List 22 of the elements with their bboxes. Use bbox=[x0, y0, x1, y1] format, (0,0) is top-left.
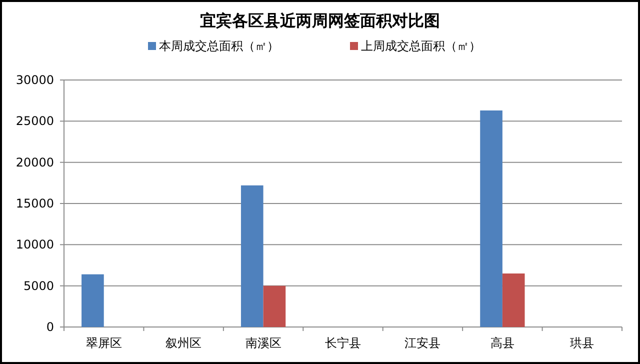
bar bbox=[82, 274, 104, 327]
x-tick-label: 叙州区 bbox=[166, 336, 202, 350]
x-tick-label: 翠屏区 bbox=[86, 336, 122, 350]
bar bbox=[240, 185, 264, 327]
y-tick-label: 10000 bbox=[16, 238, 54, 252]
bar bbox=[263, 286, 286, 327]
bar bbox=[502, 273, 525, 327]
y-tick-label: 0 bbox=[46, 320, 54, 334]
legend-label: 本周成交总面积（㎡） bbox=[159, 39, 279, 53]
y-tick-label: 30000 bbox=[16, 73, 54, 87]
x-tick-label: 高县 bbox=[490, 336, 514, 350]
title: 宜宾各区县近两周网签面积对比图 bbox=[200, 11, 440, 30]
y-tick-label: 5000 bbox=[23, 278, 54, 293]
x-tick-label: 江安县 bbox=[404, 336, 441, 350]
x-tick-label: 南溪区 bbox=[245, 336, 282, 350]
y-tick-label: 25000 bbox=[16, 114, 54, 128]
y-tick-label: 20000 bbox=[16, 155, 54, 170]
legend-label: 上周成交总面积（㎡） bbox=[361, 39, 481, 53]
bar bbox=[480, 110, 502, 327]
x-tick-label: 长宁县 bbox=[325, 336, 361, 350]
y-tick-label: 15000 bbox=[16, 196, 54, 210]
x-tick-label: 珙县 bbox=[570, 336, 594, 350]
